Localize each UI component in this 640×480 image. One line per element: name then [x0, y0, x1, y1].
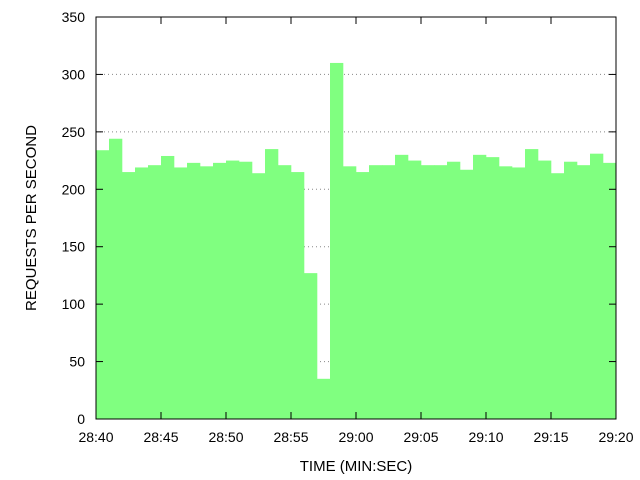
x-tick-label: 29:15	[533, 429, 568, 445]
bar-28:53	[265, 149, 279, 419]
bar-29:17	[577, 165, 591, 419]
bar-29:13	[525, 149, 539, 419]
bar-29:04	[408, 160, 422, 419]
bar-28:41	[109, 138, 123, 419]
bar-29:09	[473, 154, 487, 419]
bar-29:02	[382, 165, 396, 419]
bar-28:55	[291, 172, 305, 419]
x-tick-label: 29:05	[403, 429, 438, 445]
bar-28:42	[122, 172, 136, 419]
y-tick-label: 0	[77, 411, 85, 427]
bar-28:46	[174, 167, 188, 419]
bar-29:18	[590, 153, 604, 419]
bar-28:50	[226, 160, 240, 419]
bar-29:03	[395, 154, 409, 419]
bar-28:59	[343, 166, 357, 419]
y-tick-label: 350	[62, 9, 86, 25]
bar-29:19	[603, 162, 617, 419]
y-axis-title: REQUESTS PER SECOND	[23, 125, 40, 311]
bar-29:07	[447, 161, 461, 419]
bar-29:08	[460, 169, 474, 419]
bar-28:52	[252, 173, 266, 419]
x-tick-label: 29:00	[338, 429, 373, 445]
y-axis-ticks: 0 50 100 150 200 250 300 350	[62, 9, 616, 427]
y-tick-label: 100	[62, 296, 86, 312]
x-tick-label: 28:45	[143, 429, 178, 445]
bar-28:54	[278, 165, 292, 419]
bar-29:10	[486, 157, 500, 419]
bars	[96, 62, 617, 420]
bar-29:00	[356, 172, 370, 419]
x-tick-label: 28:40	[78, 429, 113, 445]
bar-28:57	[317, 378, 331, 419]
x-axis-ticks: 28:40 28:45 28:50 28:55 29:00 29:05 29:10 29:15…	[78, 17, 634, 445]
x-tick-label: 29:20	[598, 429, 633, 445]
bar-28:49	[213, 162, 227, 419]
bar-29:14	[538, 160, 552, 419]
bar-28:48	[200, 166, 214, 419]
y-tick-label: 300	[62, 66, 86, 82]
bar-29:11	[499, 166, 513, 419]
bar-28:40	[96, 150, 110, 420]
bar-28:51	[239, 161, 253, 419]
x-axis-title: TIME (MIN:SEC)	[300, 458, 413, 475]
x-tick-label: 28:55	[273, 429, 308, 445]
bar-28:56	[304, 273, 318, 419]
bar-28:47	[187, 162, 201, 419]
bar-28:45	[161, 155, 175, 420]
x-tick-label: 28:50	[208, 429, 243, 445]
bar-29:15	[551, 173, 565, 419]
y-tick-label: 200	[62, 181, 86, 197]
bar-29:12	[512, 167, 526, 419]
bar-28:43	[135, 167, 149, 419]
bar-29:16	[564, 161, 578, 419]
y-tick-label: 250	[62, 124, 86, 140]
bar-28:44	[148, 165, 162, 419]
bar-28:58	[330, 62, 344, 419]
bar-29:05	[421, 165, 435, 419]
y-tick-label: 50	[69, 354, 85, 370]
y-tick-label: 150	[62, 239, 86, 255]
bar-29:01	[369, 165, 383, 419]
x-tick-label: 29:10	[468, 429, 503, 445]
bar-29:06	[434, 165, 448, 419]
